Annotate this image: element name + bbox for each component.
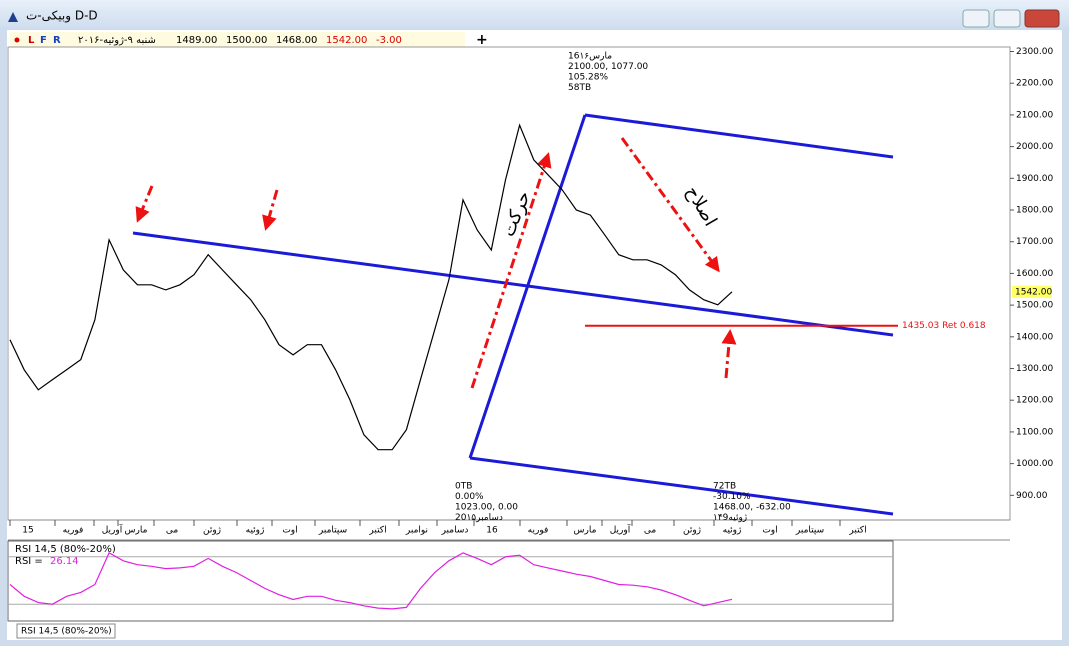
retracement-label: 1435.03 Ret 0.618 [902, 321, 986, 331]
annotation: 1468.00, -632.00 [713, 503, 791, 513]
x-tick-label: مارس [574, 526, 597, 536]
status-dot [14, 37, 20, 43]
annotation: 16مارس۱۶ [568, 52, 612, 62]
flag[interactable]: L [28, 35, 35, 46]
x-tick-label: ژوئیه [723, 526, 742, 536]
maximize-button[interactable] [993, 9, 1021, 28]
y-tick-label: 2000.00 [1016, 142, 1053, 152]
annotation: 58TB [568, 83, 591, 93]
arrow [620, 137, 720, 273]
price-line [9, 123, 733, 451]
tab-label: RSI 14,5 (80%-20%) [21, 627, 112, 637]
date: شنبه ۹-ژوئیه-۲۰۱۶ [78, 35, 156, 46]
y-tick-label: 1200.00 [1016, 396, 1053, 406]
annotation: 1023.00, 0.00 [455, 503, 518, 513]
annotation: -30.10% [713, 492, 751, 502]
annotation: ۱۴ژوئیه9 [713, 513, 747, 523]
low: 1468.00 [276, 35, 317, 46]
x-tick-label: آوریل [610, 524, 631, 536]
x-tick-label: سپتامبر [795, 526, 824, 536]
last-price: 1542.00 [1015, 287, 1052, 297]
trend-lines [132, 113, 894, 516]
y-tick-label: 1800.00 [1016, 206, 1053, 216]
x-tick-label: اوت [762, 526, 777, 536]
arrow [135, 185, 154, 223]
x-tick-label: می [166, 526, 179, 536]
channel-line [468, 114, 587, 459]
minimize-button[interactable] [962, 9, 990, 28]
toolbar [10, 32, 465, 47]
high: 1500.00 [226, 35, 267, 46]
annotation: 2100.00, 1077.00 [568, 62, 648, 72]
window-title: وبیکی-ت D-D [26, 9, 98, 24]
rsi-pane [7, 540, 894, 622]
y-tick-label: 1700.00 [1016, 237, 1053, 247]
title-bar [0, 0, 1069, 30]
open: 1489.00 [176, 35, 217, 46]
client-area [7, 30, 1062, 640]
annotation: 0TB [455, 482, 472, 492]
x-tick-label: اکتبر [848, 526, 866, 536]
y-tick-label: 1600.00 [1016, 269, 1053, 279]
x-tick-label: اوت [282, 526, 297, 536]
arrow [470, 152, 552, 389]
x-tick-label: فوریه [528, 526, 549, 536]
change: -3.00 [376, 35, 402, 46]
y-tick-label: 2200.00 [1016, 79, 1053, 89]
add-button[interactable]: + [476, 32, 488, 48]
close-button[interactable] [1024, 9, 1060, 28]
y-tick-label: 1100.00 [1016, 427, 1053, 437]
x-tick-label: فوریه [63, 526, 84, 536]
annotation: 20دسامبر۱۵ [455, 513, 503, 523]
annotation: 105.28% [568, 73, 608, 83]
rsi-current: 26.14 [50, 556, 79, 567]
rsi-current-label: RSI = [15, 556, 43, 567]
rsi-line [9, 552, 733, 610]
close: 1542.00 [326, 35, 367, 46]
x-tick-label: نوامبر [405, 526, 428, 536]
x-tick-label: 15 [22, 526, 33, 536]
x-tick-label: ژوئیه [246, 526, 265, 536]
tab[interactable] [16, 623, 116, 639]
arrow [262, 189, 279, 231]
x-tick-label: می [644, 526, 657, 536]
channel-line [132, 231, 894, 337]
x-tick-label: آوریل [102, 524, 123, 536]
x-tick-label: سپتامبر [318, 526, 347, 536]
annotation: 72TB [713, 482, 736, 492]
x-tick-label: ژوئن [203, 526, 221, 536]
arrows [135, 137, 737, 389]
x-tick-label: اکتبر [368, 526, 386, 536]
y-tick-label: 2300.00 [1016, 47, 1053, 57]
arrow [721, 329, 737, 379]
channel-line [584, 113, 894, 159]
flag[interactable]: R [53, 35, 61, 46]
flag[interactable]: F [40, 35, 47, 46]
annotation: 0.00% [455, 492, 484, 502]
x-tick-label: 16 [486, 526, 498, 536]
channel-line [469, 456, 894, 516]
y-tick-label: 1400.00 [1016, 332, 1053, 342]
rsi-title: RSI 14,5 (80%-20%) [15, 544, 116, 555]
app-icon [8, 12, 18, 22]
y-tick-label: 1300.00 [1016, 364, 1053, 374]
y-tick-label: 900.00 [1016, 491, 1048, 501]
y-tick-label: 1500.00 [1016, 301, 1053, 311]
y-tick-label: 1900.00 [1016, 174, 1053, 184]
y-tick-label: 1000.00 [1016, 459, 1053, 469]
x-tick-label: دسامبر [441, 526, 469, 536]
x-tick-label: ژوئن [683, 526, 701, 536]
y-tick-label: 2100.00 [1016, 110, 1053, 120]
x-tick-label: مارس [125, 526, 148, 536]
last-price-box [1012, 285, 1052, 298]
